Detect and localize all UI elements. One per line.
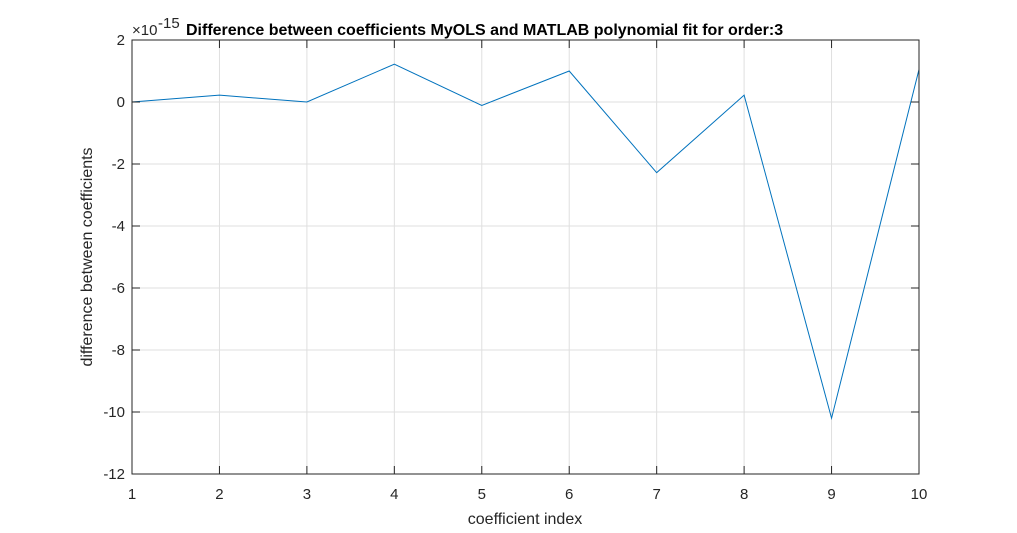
data-series-layer (131, 63, 920, 421)
tick-marks (131, 39, 920, 475)
y-tick-label: 2 (117, 32, 125, 49)
y-tick-label: 0 (117, 94, 125, 111)
x-tick-label: 3 (303, 486, 311, 503)
y-tick-label: -8 (112, 342, 125, 359)
x-tick-label: 9 (827, 486, 835, 503)
x-tick-label: 1 (128, 486, 136, 503)
y-tick-label: -2 (112, 156, 125, 173)
x-tick-label: 7 (652, 486, 660, 503)
x-axis-label: coefficient index (468, 511, 582, 528)
y-exponent-base: ×10 (132, 22, 157, 39)
y-tick-label: -10 (103, 404, 125, 421)
y-exponent-power: -15 (158, 15, 180, 32)
x-tick-label: 5 (478, 486, 486, 503)
x-tick-label: 10 (911, 486, 928, 503)
plot-background (132, 40, 919, 474)
y-tick-label: -6 (112, 280, 125, 297)
x-tick-label: 2 (215, 486, 223, 503)
series-line (131, 63, 920, 421)
y-axis-label: difference between coefficients (79, 147, 96, 366)
y-tick-label: -12 (103, 466, 125, 483)
x-tick-label: 6 (565, 486, 573, 503)
x-tick-labels: 1 2 3 4 5 6 7 8 9 10 (128, 486, 928, 503)
plot-axes-box (131, 39, 920, 475)
y-tick-labels: 2 0 -2 -4 -6 -8 -10 -12 (103, 32, 125, 483)
x-tick-label: 4 (390, 486, 398, 503)
y-tick-label: -4 (112, 218, 125, 235)
x-tick-label: 8 (740, 486, 748, 503)
chart-title: Difference between coefficients MyOLS an… (186, 22, 783, 39)
